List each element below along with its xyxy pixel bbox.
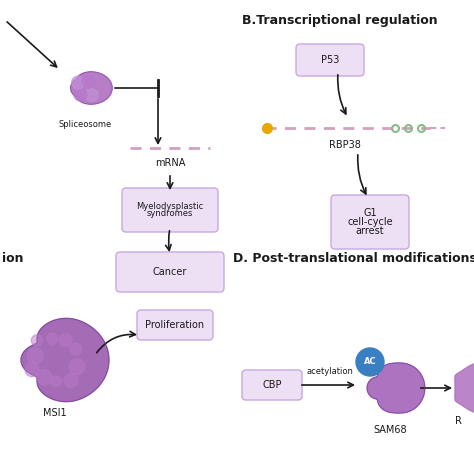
Polygon shape <box>64 374 78 387</box>
Polygon shape <box>51 376 62 387</box>
Polygon shape <box>74 88 87 101</box>
Text: AC: AC <box>364 357 376 366</box>
Text: MSI1: MSI1 <box>43 408 67 418</box>
Text: Myelodysplastic: Myelodysplastic <box>137 202 204 211</box>
Text: mRNA: mRNA <box>155 158 185 168</box>
Polygon shape <box>36 370 52 385</box>
Circle shape <box>356 348 384 376</box>
Polygon shape <box>367 363 425 413</box>
Text: RBP38: RBP38 <box>329 140 361 150</box>
Polygon shape <box>72 76 84 89</box>
Text: Cancer: Cancer <box>153 267 187 277</box>
Polygon shape <box>69 359 85 374</box>
Text: Proliferation: Proliferation <box>146 320 205 330</box>
FancyBboxPatch shape <box>242 370 302 400</box>
Polygon shape <box>21 319 109 401</box>
Text: cell-cycle: cell-cycle <box>347 217 393 227</box>
Polygon shape <box>85 89 98 101</box>
Text: arrest: arrest <box>356 226 384 236</box>
Text: B.Transcriptional regulation: B.Transcriptional regulation <box>242 14 438 27</box>
Polygon shape <box>71 72 112 104</box>
FancyBboxPatch shape <box>331 195 409 249</box>
Polygon shape <box>46 333 58 344</box>
Text: Spliceosome: Spliceosome <box>58 120 111 129</box>
Text: R: R <box>455 416 462 426</box>
Text: G1: G1 <box>363 209 377 219</box>
Text: CBP: CBP <box>262 380 282 390</box>
Text: syndromes: syndromes <box>147 209 193 218</box>
FancyBboxPatch shape <box>122 188 218 232</box>
Text: SAM68: SAM68 <box>373 425 407 435</box>
Polygon shape <box>70 343 82 355</box>
Polygon shape <box>31 335 43 346</box>
Polygon shape <box>59 334 72 346</box>
Text: acetylation: acetylation <box>307 367 354 376</box>
Polygon shape <box>27 348 43 364</box>
Polygon shape <box>455 363 474 413</box>
FancyBboxPatch shape <box>137 310 213 340</box>
Text: ion: ion <box>2 252 24 265</box>
Polygon shape <box>82 75 95 88</box>
FancyBboxPatch shape <box>116 252 224 292</box>
Text: P53: P53 <box>321 55 339 65</box>
FancyBboxPatch shape <box>296 44 364 76</box>
Text: D. Post-translational modifications: D. Post-translational modifications <box>233 252 474 265</box>
Polygon shape <box>25 363 39 377</box>
